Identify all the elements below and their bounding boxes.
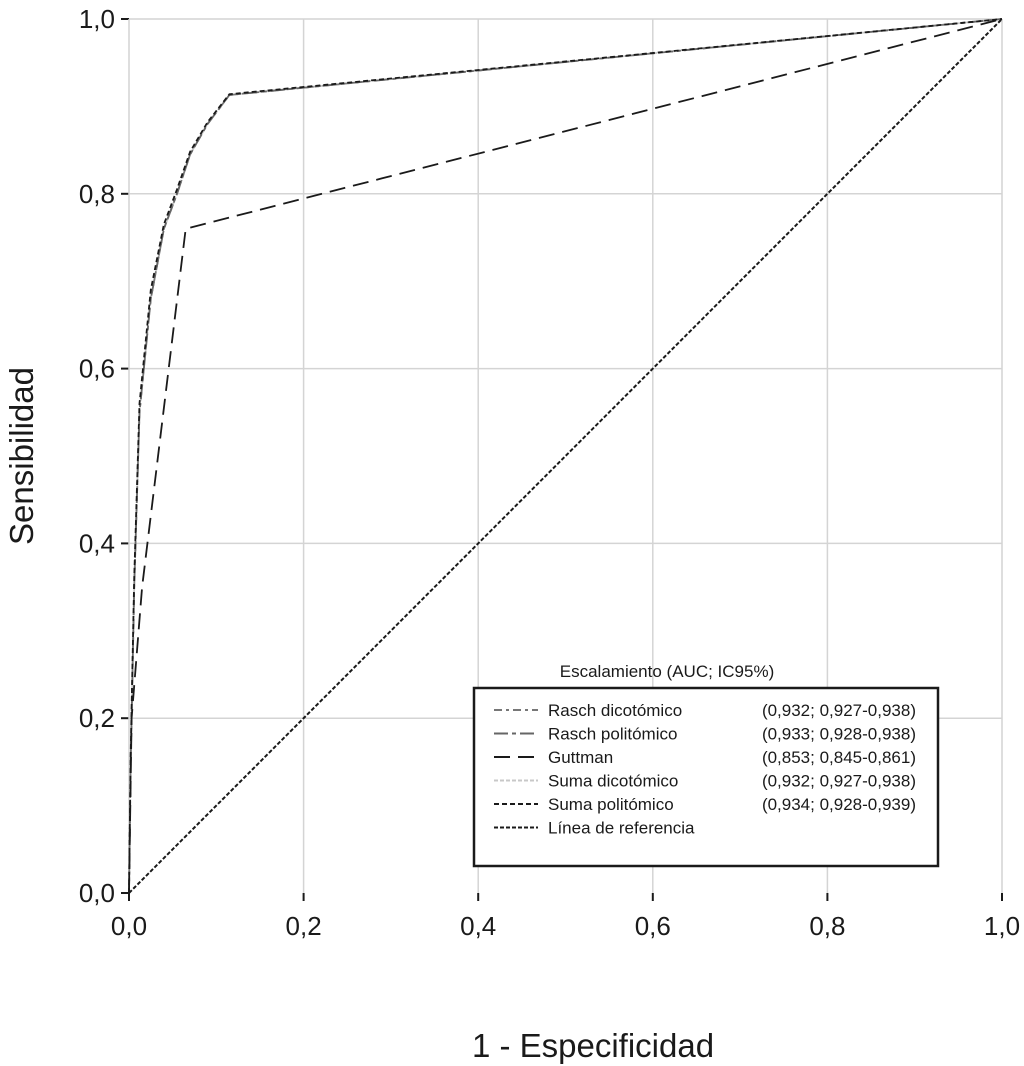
y-tick-label: 0,4 bbox=[79, 528, 115, 558]
legend-stat: (0,932; 0,927-0,938) bbox=[762, 772, 916, 791]
legend-label: Suma politómico bbox=[548, 795, 674, 814]
y-tick-label: 0,6 bbox=[79, 354, 115, 384]
x-axis-label: 1 - Especificidad bbox=[472, 1027, 714, 1064]
legend-label: Línea de referencia bbox=[548, 819, 695, 838]
legend: Escalamiento (AUC; IC95%) Rasch dicotómi… bbox=[472, 662, 940, 868]
legend-stat: (0,934; 0,928-0,939) bbox=[762, 795, 916, 814]
x-tick-label: 0,2 bbox=[286, 911, 322, 941]
x-tick-label: 0,6 bbox=[635, 911, 671, 941]
y-tick-label: 0,2 bbox=[79, 703, 115, 733]
x-tick-label: 1,0 bbox=[984, 911, 1020, 941]
grid bbox=[129, 18, 1003, 893]
legend-stat: (0,932; 0,927-0,938) bbox=[762, 701, 916, 720]
series-line-línea-de-referencia bbox=[128, 18, 1003, 894]
series-line-suma-politómico bbox=[128, 18, 1003, 894]
y-tick-label: 0,8 bbox=[79, 179, 115, 209]
legend-box bbox=[472, 686, 940, 868]
series-line-guttman bbox=[128, 18, 1003, 894]
y-tick-label: 1,0 bbox=[79, 4, 115, 34]
series-lines bbox=[128, 18, 1003, 894]
x-tick-label: 0,0 bbox=[111, 911, 147, 941]
legend-label: Rasch politómico bbox=[548, 725, 677, 744]
x-tick-label: 0,8 bbox=[809, 911, 845, 941]
legend-stat: (0,853; 0,845-0,861) bbox=[762, 748, 916, 767]
legend-label: Guttman bbox=[548, 748, 613, 767]
y-tick-label: 0,0 bbox=[79, 878, 115, 908]
series-line-rasch-politómico bbox=[128, 18, 1003, 894]
axes: 0,00,0 0,2 0,2 0,4 0,4 0,6 0,6 0,8 0,8 1,0 1,0 bbox=[79, 4, 1020, 941]
x-tick-label: 0,4 bbox=[460, 911, 496, 941]
legend-label: Rasch dicotómico bbox=[548, 701, 682, 720]
legend-title: Escalamiento (AUC; IC95%) bbox=[560, 662, 774, 681]
y-axis-label: Sensibilidad bbox=[3, 367, 40, 545]
legend-stat: (0,933; 0,928-0,938) bbox=[762, 725, 916, 744]
legend-label: Suma dicotómico bbox=[548, 772, 678, 791]
